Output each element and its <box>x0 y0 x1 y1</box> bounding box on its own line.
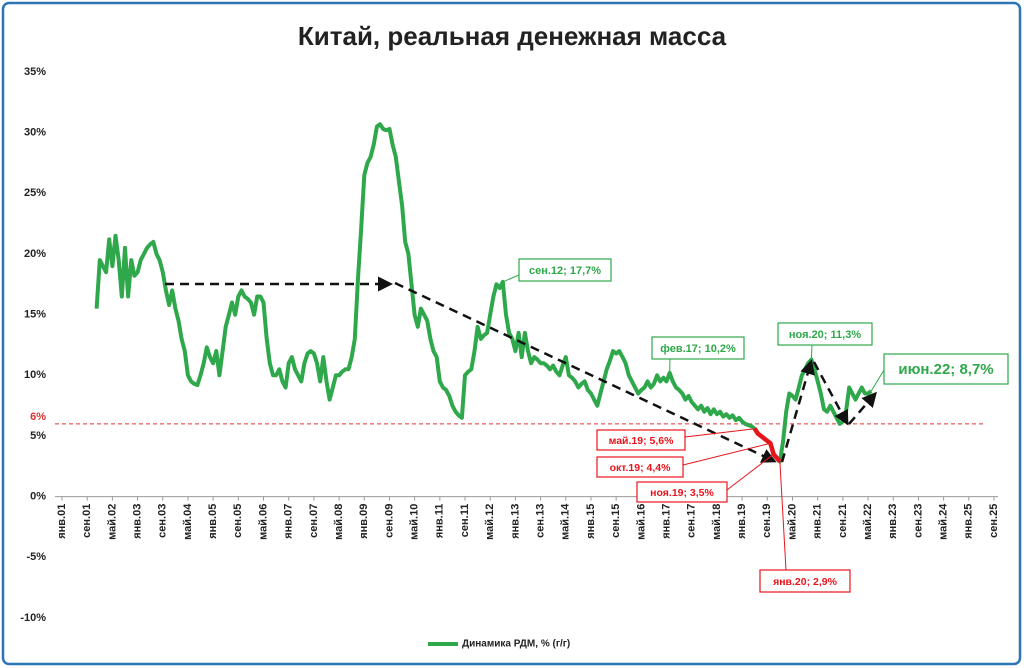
y-tick-label: 35% <box>24 66 46 78</box>
annotation-box <box>651 336 745 360</box>
annotation-connector <box>810 344 813 360</box>
trend-arrow <box>394 281 777 463</box>
x-tick-label: сен.17 <box>686 504 698 538</box>
x-tick-label: янв.01 <box>56 504 68 539</box>
x-tick-label: янв.15 <box>585 504 597 539</box>
annotation-box <box>777 322 873 346</box>
x-tick-label: янв.13 <box>509 504 521 539</box>
y-tick-label: 5% <box>30 430 46 442</box>
x-tick-label: май.10 <box>409 504 421 540</box>
chart-title: Китай, реальная денежная масса <box>298 21 727 51</box>
y-tick-label: -5% <box>26 551 46 563</box>
x-tick-label: сен.19 <box>761 504 773 538</box>
x-tick-label: сен.25 <box>988 504 1000 538</box>
annotation-label: янв.20; 2,9% <box>773 576 838 588</box>
x-tick-label: янв.23 <box>887 504 899 539</box>
trend-arrow <box>780 359 815 463</box>
annotation-box <box>596 429 686 451</box>
x-tick-label: сен.01 <box>81 504 93 538</box>
x-tick-label: янв.05 <box>207 504 219 539</box>
x-tick-label: май.06 <box>257 504 269 540</box>
x-tick-label: май.12 <box>484 504 496 540</box>
x-tick-label: сен.05 <box>232 504 244 538</box>
annotation-connector <box>682 442 771 466</box>
x-tick-label: сен.03 <box>157 504 169 538</box>
trend-arrow <box>848 391 877 425</box>
annotation-label: июн.22; 8,7% <box>898 361 993 378</box>
x-tick-label: май.04 <box>182 503 194 540</box>
x-tick-label: янв.11 <box>434 504 446 539</box>
x-tick-label: сен.07 <box>308 504 320 538</box>
annotation-connector <box>726 453 774 491</box>
y-tick-label: -10% <box>20 612 46 624</box>
x-tick-label: сен.15 <box>610 504 622 538</box>
x-tick-label: май.02 <box>106 504 118 540</box>
x-tick-label: янв.19 <box>736 504 748 539</box>
annotation-box <box>636 481 728 503</box>
annotation-connector <box>502 274 520 283</box>
x-tick-label: сен.21 <box>837 504 849 538</box>
legend-label: Динамика РДМ, % (г/г) <box>462 639 570 650</box>
y-tick-label: 30% <box>24 127 46 139</box>
annotation-connector <box>870 369 885 392</box>
x-tick-label: май.18 <box>711 504 723 540</box>
x-tick-label: янв.09 <box>358 504 370 539</box>
y-tick-label: 20% <box>24 248 46 260</box>
trend-arrow <box>812 361 849 426</box>
x-tick-label: янв.07 <box>283 504 295 539</box>
y-tick-label: 15% <box>24 309 46 321</box>
annotation-box <box>883 353 1009 385</box>
annotation-label: фев.17; 10,2% <box>660 343 736 355</box>
annotation-connector <box>779 461 787 571</box>
x-tick-label: май.16 <box>635 504 647 540</box>
annotation-label: сен.12; 17,7% <box>529 265 601 277</box>
x-tick-label: май.08 <box>333 504 345 540</box>
y-tick-label: 10% <box>24 369 46 381</box>
y-tick-label: 25% <box>24 187 46 199</box>
x-tick-label: сен.11 <box>459 504 471 538</box>
annotation-box <box>596 456 684 478</box>
x-tick-label: май.24 <box>938 503 950 540</box>
x-tick-label: май.20 <box>786 504 798 540</box>
annotation-box <box>518 258 612 282</box>
x-tick-label: янв.25 <box>963 504 975 539</box>
x-tick-label: сен.13 <box>535 504 547 538</box>
annotation-label: ноя.20; 11,3% <box>789 329 861 341</box>
x-tick-label: янв.03 <box>131 504 143 539</box>
x-tick-label: сен.09 <box>383 504 395 538</box>
annotation-label: ноя.19; 3,5% <box>650 487 714 499</box>
trend-arrows <box>165 276 877 463</box>
x-tick-label: янв.21 <box>812 504 824 539</box>
data-line <box>94 122 873 464</box>
x-tick-label: янв.17 <box>660 504 672 539</box>
annotation-label: май.19; 5,6% <box>609 435 675 447</box>
reference-label: 6% <box>30 411 46 423</box>
x-tick-label: сен.23 <box>912 504 924 538</box>
annotation-box <box>759 569 851 593</box>
annotation-connector <box>684 428 755 438</box>
x-tick-label: май.14 <box>560 503 572 540</box>
x-tick-label: май.22 <box>862 504 874 540</box>
annotation-label: окт.19; 4,4% <box>610 462 671 474</box>
y-tick-label: 0% <box>30 491 46 503</box>
